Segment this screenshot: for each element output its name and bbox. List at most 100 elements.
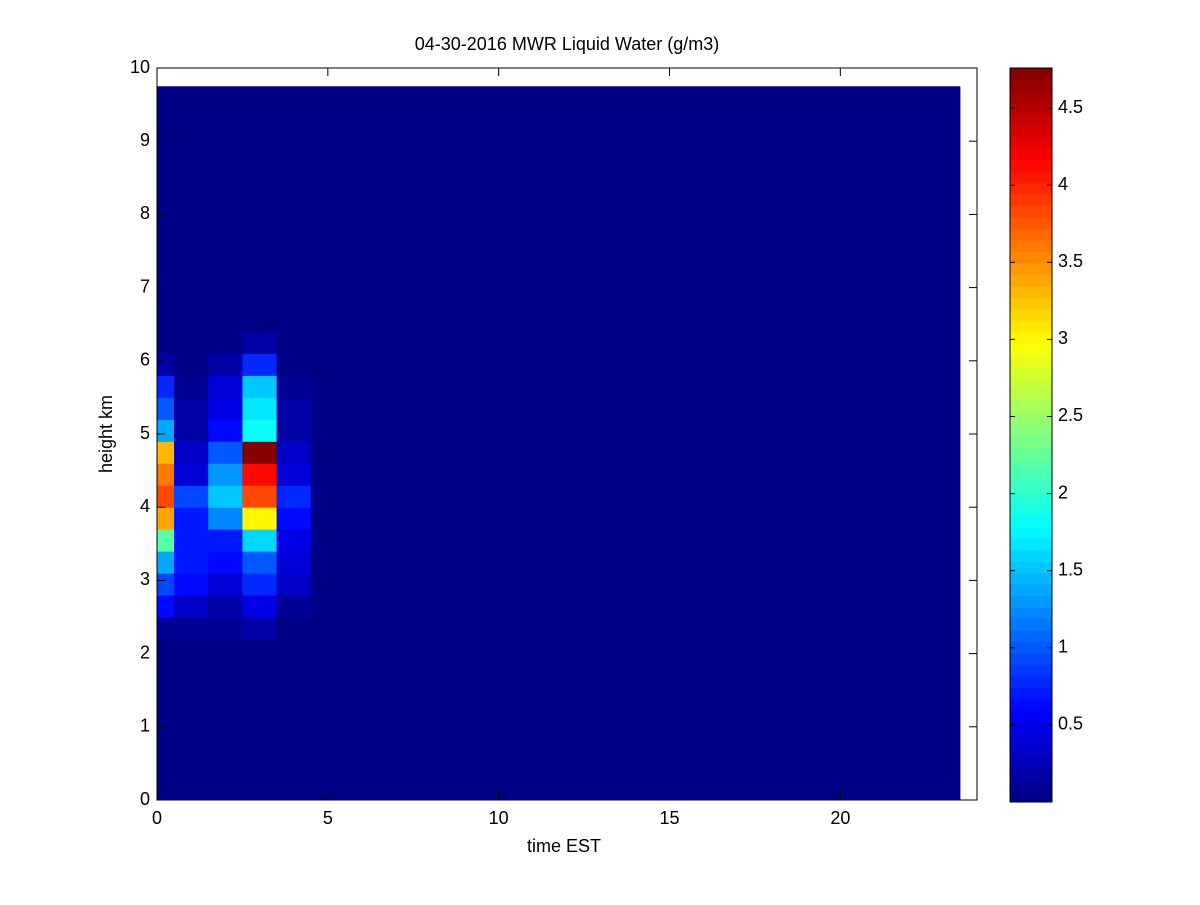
heatmap-cell [174, 551, 209, 574]
heatmap-cell [310, 463, 961, 486]
colorbar-segment [1010, 435, 1052, 447]
heatmap-cell [276, 397, 312, 420]
heatmap-cell [276, 638, 312, 801]
heatmap-cell [276, 463, 312, 486]
colorbar-segment [1010, 503, 1052, 516]
colorbar-segment [1010, 102, 1052, 115]
colorbar-tick-label: 1.5 [1058, 559, 1083, 579]
heatmap-cell [157, 507, 175, 530]
colorbar-tick-label: 4 [1058, 174, 1068, 194]
heatmap-cell [276, 353, 312, 376]
colorbar-segment [1010, 182, 1052, 195]
y-tick-label: 3 [140, 569, 150, 589]
colorbar-segment [1010, 412, 1052, 425]
colorbar-segment [1010, 320, 1052, 333]
heatmap-cell [276, 573, 312, 596]
colorbar-segment [1010, 68, 1052, 80]
heatmap-cell [310, 419, 961, 442]
heatmap-cell [310, 441, 961, 464]
heatmap-cell [310, 507, 961, 530]
heatmap-cell [208, 507, 243, 530]
colorbar-tick-label: 3.5 [1058, 251, 1083, 271]
heatmap-cell [242, 573, 278, 596]
heatmap-cell [157, 617, 175, 640]
heatmap-cell [157, 485, 175, 508]
colorbar-segment [1010, 366, 1052, 379]
heatmap-cell [242, 463, 278, 486]
colorbar-segment [1010, 595, 1052, 608]
heatmap-cell [174, 529, 209, 552]
y-tick-label: 2 [140, 642, 150, 662]
colorbar-segment [1010, 113, 1052, 126]
x-tick-label: 10 [489, 808, 509, 828]
x-tick-label: 20 [830, 808, 850, 828]
colorbar-segment [1010, 652, 1052, 665]
heatmap-cell [174, 375, 209, 398]
heatmap-cell [310, 331, 961, 354]
colorbar-segment [1010, 400, 1052, 413]
heatmap-cell [157, 463, 175, 486]
heatmap-cell [157, 375, 175, 398]
heatmap-cell [157, 529, 175, 552]
heatmap-cell [157, 638, 175, 801]
colorbar-segment [1010, 469, 1052, 482]
heatmap-cell [276, 507, 312, 530]
heatmap-cell [157, 397, 175, 420]
heatmap-cell [208, 419, 243, 442]
colorbar-segment [1010, 331, 1052, 344]
heatmap-cell [310, 529, 961, 552]
colorbar-segment [1010, 675, 1052, 688]
colorbar-segment [1010, 251, 1052, 264]
colorbar-segment [1010, 136, 1052, 149]
x-axis-label: time EST [527, 836, 601, 856]
colorbar-segment [1010, 698, 1052, 711]
colorbar-segment [1010, 756, 1052, 769]
colorbar-segment [1010, 779, 1052, 792]
colorbar-segment [1010, 641, 1052, 654]
y-tick-label: 8 [140, 203, 150, 223]
heatmap-cell [276, 595, 312, 618]
colorbar-segment [1010, 607, 1052, 619]
colorbar-segment [1010, 354, 1052, 367]
heatmap-cell [208, 485, 243, 508]
heatmap-cell [310, 375, 961, 398]
colorbar-segment [1010, 492, 1052, 505]
colorbar-segment [1010, 710, 1052, 723]
heatmap-cell [242, 331, 278, 354]
colorbar-segment [1010, 790, 1052, 803]
heatmap-cell [276, 419, 312, 442]
heatmap-cell [208, 441, 243, 464]
heatmap-cell [174, 617, 209, 640]
heatmap-cell [310, 595, 961, 618]
chart-title: 04-30-2016 MWR Liquid Water (g/m3) [415, 34, 719, 54]
colorbar-segment [1010, 767, 1052, 780]
heatmap-cell [242, 397, 278, 420]
heatmap-cell [208, 638, 243, 801]
heatmap-cell [174, 463, 209, 486]
colorbar-segment [1010, 308, 1052, 321]
colorbar-tick-label: 2.5 [1058, 405, 1083, 425]
heatmap-cell [174, 419, 209, 442]
heatmap-cell [208, 86, 243, 333]
heatmap-cell [310, 353, 961, 376]
heatmap-cell [242, 617, 278, 640]
colorbar-tick-label: 2 [1058, 482, 1068, 502]
heatmap-cell [242, 595, 278, 618]
y-tick-label: 0 [140, 789, 150, 809]
colorbar-segment [1010, 79, 1052, 92]
x-tick-label: 5 [323, 808, 333, 828]
heatmap-cell [242, 507, 278, 530]
colorbar-segment [1010, 526, 1052, 539]
colorbar-segment [1010, 572, 1052, 585]
heatmap-cell [276, 441, 312, 464]
colorbar-segment [1010, 228, 1052, 241]
colorbar-segment [1010, 205, 1052, 218]
colorbar-segment [1010, 618, 1052, 631]
heatmap-cell [242, 441, 278, 464]
heatmap-cell [276, 551, 312, 574]
colorbar-segment [1010, 515, 1052, 528]
colorbar-segment [1010, 217, 1052, 230]
colorbar-tick-label: 0.5 [1058, 714, 1083, 734]
colorbar-segment [1010, 446, 1052, 459]
x-tick-label: 0 [152, 808, 162, 828]
